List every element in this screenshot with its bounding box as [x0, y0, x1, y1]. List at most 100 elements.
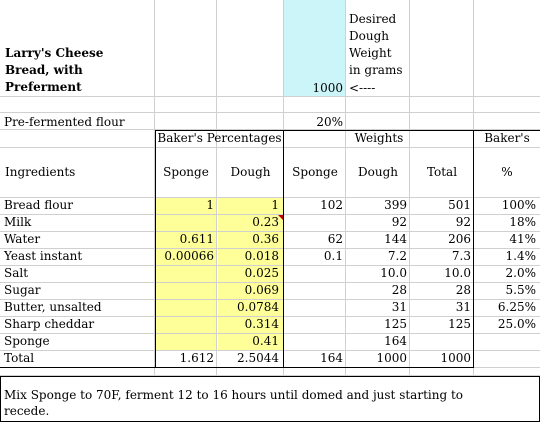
ingredient-name[interactable]: Butter, unsalted	[4, 300, 102, 314]
gridline-horizontal	[0, 147, 540, 148]
sponge-pct-cell-bg	[156, 249, 216, 265]
dough-pct-cell[interactable]: 0.314	[244, 317, 279, 331]
ingredient-name[interactable]: Bread flour	[4, 198, 73, 212]
gridline-horizontal	[0, 231, 540, 232]
header-ingredients: Ingredients	[5, 165, 76, 179]
total-dough-weight[interactable]: 1000	[376, 351, 407, 365]
header-top-border	[155, 130, 540, 131]
total-weight-cell[interactable]: 7.3	[451, 249, 471, 263]
dough-weight-cell[interactable]: 125	[384, 317, 407, 331]
ingredient-name[interactable]: Milk	[4, 215, 32, 229]
bakers-pct-cell[interactable]: 2.0%	[505, 266, 537, 280]
desired-weight-label-1: Desired	[349, 12, 397, 26]
dough-pct-cell[interactable]: 0.41	[252, 334, 279, 348]
desired-weight-label-3: Weight	[349, 46, 392, 60]
bakers-pct-cell[interactable]: 1.4%	[505, 249, 537, 263]
dough-pct-cell[interactable]: 0.36	[252, 232, 279, 246]
header-bakers-percentages: Baker's Percentages	[157, 131, 282, 145]
gridline-horizontal	[0, 316, 540, 317]
dough-pct-cell[interactable]: 0.23	[252, 215, 279, 229]
total-weight-cell[interactable]: 206	[448, 232, 471, 246]
header-sponge-weight: Sponge	[292, 165, 338, 179]
desired-weight-highlight	[284, 0, 346, 97]
note-line-1: Mix Sponge to 70F, ferment 12 to 16 hour…	[4, 388, 463, 402]
sponge-pct-cell-bg	[156, 198, 216, 214]
note-left-border	[0, 376, 1, 422]
title-line-2: Bread, with	[5, 63, 83, 77]
total-dough-pct[interactable]: 2.5044	[237, 351, 279, 365]
sponge-pct-cell-bg	[156, 266, 216, 282]
comment-marker-icon[interactable]	[278, 215, 283, 220]
total-weight-cell[interactable]: 501	[448, 198, 471, 212]
sponge-weight-cell[interactable]: 0.1	[323, 249, 343, 263]
sponge-pct-cell[interactable]: 0.00066	[164, 249, 214, 263]
gridline-horizontal	[0, 282, 540, 283]
gridline-horizontal	[0, 265, 540, 266]
dough-pct-cell[interactable]: 0.0784	[237, 300, 279, 314]
table-left-border	[155, 130, 156, 368]
dough-weight-cell[interactable]: 10.0	[380, 266, 407, 280]
dough-weight-cell[interactable]: 399	[384, 198, 407, 212]
bakers-pct-cell[interactable]: 18%	[509, 215, 536, 229]
dough-weight-cell[interactable]: 164	[384, 334, 407, 348]
ingredient-name[interactable]: Yeast instant	[4, 249, 83, 263]
sponge-pct-cell-bg	[156, 232, 216, 248]
total-weight[interactable]: 1000	[440, 351, 471, 365]
total-label[interactable]: Total	[4, 351, 35, 365]
dough-weight-cell[interactable]: 31	[391, 300, 407, 314]
gridline-horizontal	[0, 350, 540, 351]
title-line-3: Preferment	[5, 80, 82, 94]
sponge-pct-cell-bg	[156, 300, 216, 316]
dough-weight-cell[interactable]: 7.2	[387, 249, 407, 263]
dough-pct-cell[interactable]: 0.025	[244, 266, 279, 280]
dough-pct-cell[interactable]: 1	[271, 198, 279, 212]
dough-pct-cell-bg	[218, 266, 283, 282]
dough-pct-cell-bg	[218, 198, 283, 214]
ingredient-name[interactable]: Sponge	[4, 334, 50, 348]
dough-pct-cell[interactable]: 0.069	[244, 283, 279, 297]
ingredient-name[interactable]: Water	[4, 232, 41, 246]
gridline-horizontal	[0, 96, 540, 97]
dough-weight-cell[interactable]: 28	[391, 283, 407, 297]
ingredient-name[interactable]: Salt	[4, 266, 29, 280]
gridline-vertical	[345, 0, 346, 376]
total-weight-cell[interactable]: 31	[455, 300, 471, 314]
total-weight-cell[interactable]: 28	[455, 283, 471, 297]
gridline-horizontal	[0, 248, 540, 249]
preferment-value[interactable]: 20%	[316, 115, 343, 129]
header-dough: Dough	[230, 165, 271, 179]
sponge-weight-cell[interactable]: 62	[327, 232, 343, 246]
bakers-pct-cell[interactable]: 41%	[509, 232, 536, 246]
bakers-pct-cell[interactable]: 5.5%	[505, 283, 537, 297]
bakers-pct-right-border	[283, 130, 284, 368]
ingredient-name[interactable]: Sharp cheddar	[4, 317, 95, 331]
dough-pct-cell[interactable]: 0.018	[244, 249, 279, 263]
total-weight-cell[interactable]: 125	[448, 317, 471, 331]
sponge-weight-cell[interactable]: 102	[320, 198, 343, 212]
total-weight-cell[interactable]: 10.0	[444, 266, 471, 280]
gridline-vertical	[154, 0, 155, 376]
bakers-pct-cell[interactable]: 6.25%	[497, 300, 536, 314]
sponge-pct-cell[interactable]: 0.611	[179, 232, 214, 246]
header-sponge: Sponge	[163, 165, 209, 179]
dough-weight-cell[interactable]: 144	[384, 232, 407, 246]
sponge-pct-cell-bg	[156, 283, 216, 299]
dough-weight-cell[interactable]: 92	[391, 215, 407, 229]
bakers-pct-cell[interactable]: 25.0%	[497, 317, 536, 331]
total-sponge-pct[interactable]: 1.612	[179, 351, 214, 365]
weights-right-border	[473, 130, 474, 368]
note-top-border	[0, 376, 540, 377]
dough-pct-cell-bg	[218, 300, 283, 316]
dough-pct-cell-bg	[218, 215, 283, 231]
bakers-pct-cell[interactable]: 100%	[501, 198, 536, 212]
sponge-pct-cell[interactable]: 1	[206, 198, 214, 212]
gridline-vertical	[216, 0, 217, 376]
desired-weight-value[interactable]: 1000	[312, 81, 343, 95]
desired-weight-label-2: Dough	[349, 29, 389, 43]
total-sponge-weight[interactable]: 164	[320, 351, 343, 365]
ingredient-name[interactable]: Sugar	[4, 283, 41, 297]
total-weight-cell[interactable]: 92	[455, 215, 471, 229]
title-line-1: Larry's Cheese	[5, 46, 104, 60]
sponge-pct-cell-bg	[156, 334, 216, 350]
